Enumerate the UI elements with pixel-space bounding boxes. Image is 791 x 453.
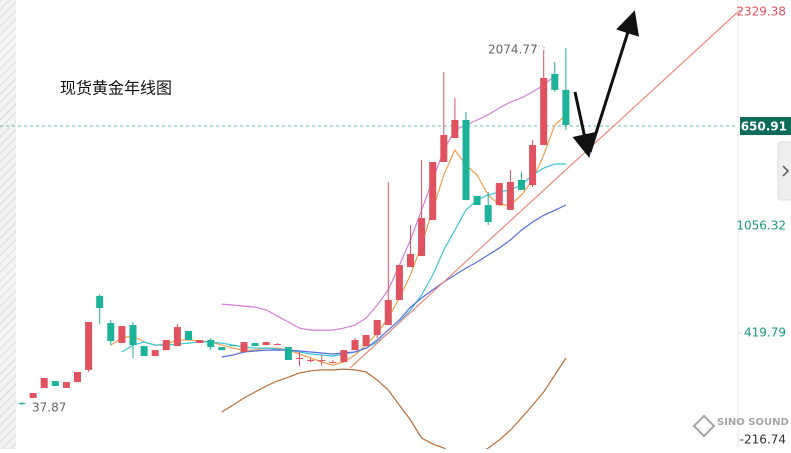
candle-body [51,381,59,387]
candle-body [229,345,237,347]
candle-body [362,334,370,347]
candle-body [107,323,115,342]
candle-body [196,340,204,344]
candle-body [440,134,448,163]
candle-body [85,322,93,370]
candle-body [407,253,414,268]
candle-body [151,350,159,356]
watermark: SINO SOUND [692,414,789,438]
candle-body [40,378,48,388]
candle-body [451,119,459,138]
y-tick-label: 419.79 [744,326,786,340]
candle-body [207,340,215,348]
candle-body [273,344,281,346]
candle-body [418,217,426,256]
candle-body [173,327,181,347]
candle-body [284,347,292,361]
candle-body [129,325,137,346]
candle-body [562,89,570,126]
candle-body [18,403,26,405]
candle-body [395,265,403,301]
candle-body [506,182,514,210]
candle-body [384,300,392,326]
low-label: 37.87 [32,401,66,415]
candle-body [373,320,381,335]
candle-body [518,179,525,190]
candle-body [318,360,326,362]
candle-body [296,358,303,360]
trend-line [349,9,741,369]
price-label-box [740,117,791,136]
arrow-down [572,91,596,158]
side-tab[interactable] [777,141,791,201]
candle-body [74,371,81,383]
candle-body [251,343,259,347]
candle-body [484,205,492,223]
indicator-line [221,204,567,358]
candle-body [429,162,437,221]
arrow-up [588,10,640,153]
candle-body [462,119,470,200]
y-tick-label: 1056.32 [736,219,786,233]
candle-body [240,342,248,352]
y-axis: 2329.38 1056.32 419.79 -216.74 1650.91 [732,5,791,447]
candle-body [329,362,337,364]
y-tick-label: -216.74 [740,433,786,447]
candle-body [351,340,359,351]
candle-body [540,77,548,146]
candle-body [140,346,148,356]
candle-body [162,340,170,351]
watermark-icon [692,414,716,438]
candle-body [62,382,70,388]
candle-body [218,347,226,351]
high-marker [533,45,545,52]
plot-area [0,48,738,453]
candle-body [185,330,192,341]
candle-body [529,145,537,186]
side-strip [0,0,16,449]
candle-body [307,360,315,362]
side-tab-chevron [782,165,790,177]
high-label: 2074.77 [488,43,538,57]
candle-body [551,73,559,90]
candle-body [118,326,126,344]
candle-body [96,295,104,309]
price-label: 1650.91 [732,120,787,134]
candle-body [262,342,270,346]
candle-body [473,195,481,206]
y-tick-label: 2329.38 [736,5,786,19]
indicator-line [221,357,567,453]
chart-title: 现货黄金年线图 [60,79,172,98]
candle-body [495,183,503,206]
candle-body [29,392,37,399]
watermark-text: SINO SOUND [717,417,789,428]
candle-body [340,350,348,363]
